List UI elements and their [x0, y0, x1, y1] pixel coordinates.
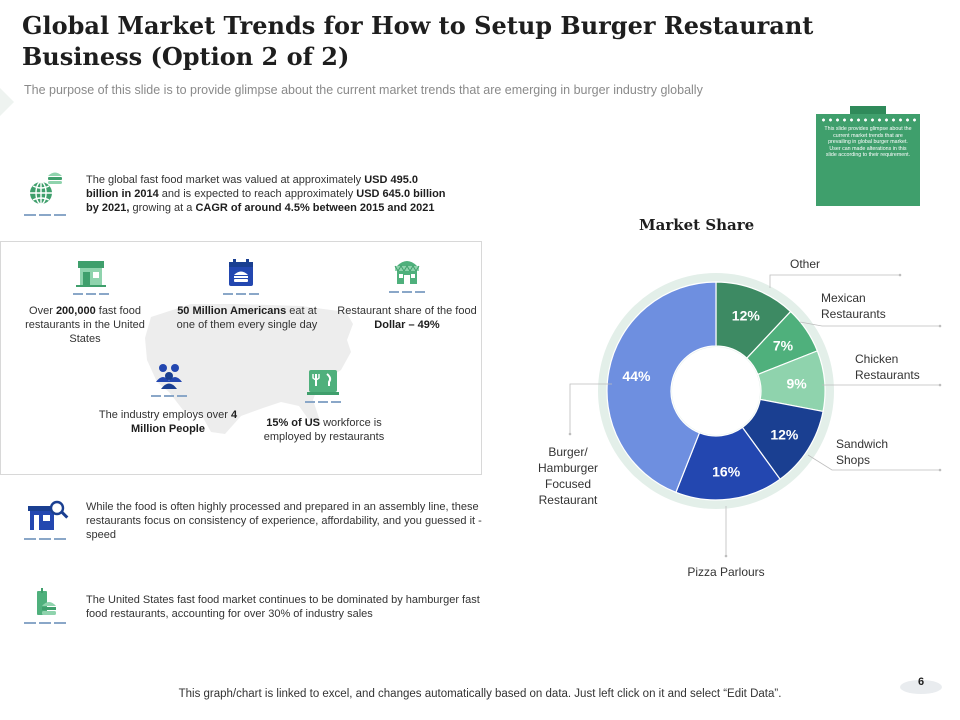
leader-dot	[938, 324, 942, 328]
donut-slice	[757, 350, 826, 413]
note-binding-holes	[820, 118, 916, 122]
global-market-text: The global fast food market was valued a…	[86, 174, 446, 214]
donut-slice	[741, 398, 824, 481]
page-title: Global Market Trends for How to Setup Bu…	[22, 11, 814, 71]
globe-burger-icon	[24, 168, 70, 216]
dominance-text: The United States fast food market conti…	[86, 594, 480, 620]
slice-category-label: Chicken Restaurants	[855, 352, 920, 382]
instruction-note: This slide provides glimpse about the cu…	[816, 114, 920, 206]
restaurant-workforce-icon	[305, 366, 341, 406]
stat-workforce: 15% of US workforce is employed by resta…	[263, 417, 385, 443]
slice-value-label: 44%	[622, 368, 651, 384]
slice-value-label: 9%	[787, 375, 808, 391]
leader-dot	[938, 383, 942, 387]
stat-dollar: Restaurant share of the food Dollar – 49…	[337, 305, 477, 331]
stat-restaurants: Over 200,000 fast food restaurants in th…	[25, 305, 145, 345]
leader-dot	[938, 468, 942, 472]
donut-hole	[672, 347, 760, 435]
slice-category-label: Other	[790, 257, 820, 271]
note-tab	[850, 106, 886, 115]
slice-category-label: Mexican Restaurants	[821, 291, 886, 321]
footer-note: This graph/chart is linked to excel, and…	[178, 688, 782, 700]
page-number-badge	[900, 680, 942, 694]
stat-americans: 50 Million Americans eat at one of them …	[176, 305, 318, 331]
donut-slice	[606, 281, 717, 494]
burger-drink-icon	[24, 588, 70, 626]
leader-dot	[898, 273, 902, 277]
leader-line	[799, 321, 940, 327]
donut-slice	[675, 426, 781, 501]
slice-category-label: Pizza Parlours	[687, 565, 764, 579]
stat-employs: The industry employs over 4 Million Peop…	[98, 409, 238, 435]
page-subtitle: The purpose of this slide is to provide …	[24, 83, 703, 97]
restaurant-building-icon	[73, 258, 109, 298]
slice-value-label: 16%	[712, 463, 741, 479]
slice-value-label: 12%	[770, 426, 799, 442]
store-front-icon	[389, 256, 425, 296]
leader-line	[769, 274, 900, 288]
slice-category-label: Sandwich Shops	[836, 437, 888, 467]
leader-dot	[568, 432, 572, 436]
search-store-icon	[24, 498, 70, 542]
donut-halo	[598, 273, 834, 509]
process-text: While the food is often highly processed…	[86, 501, 482, 541]
page-number: 6	[917, 676, 925, 688]
slice-value-label: 12%	[732, 308, 761, 324]
donut-slice	[745, 310, 819, 376]
leader-dot	[724, 554, 728, 558]
us-stats-panel: Over 200,000 fast food restaurants in th…	[0, 241, 482, 475]
slice-value-label: 7%	[773, 337, 794, 353]
donut-slice	[715, 281, 792, 360]
slice-category-label: Burger/Hamburger Focused Restaurant	[538, 445, 598, 507]
leader-line	[569, 383, 612, 434]
leader-line	[807, 454, 940, 471]
corner-decoration	[0, 88, 14, 116]
calendar-burger-icon	[223, 258, 259, 298]
people-group-icon	[151, 360, 187, 400]
us-map-silhouette	[145, 304, 353, 434]
note-text: This slide provides glimpse about the cu…	[824, 126, 912, 159]
chart-title: Market Share	[639, 216, 755, 234]
